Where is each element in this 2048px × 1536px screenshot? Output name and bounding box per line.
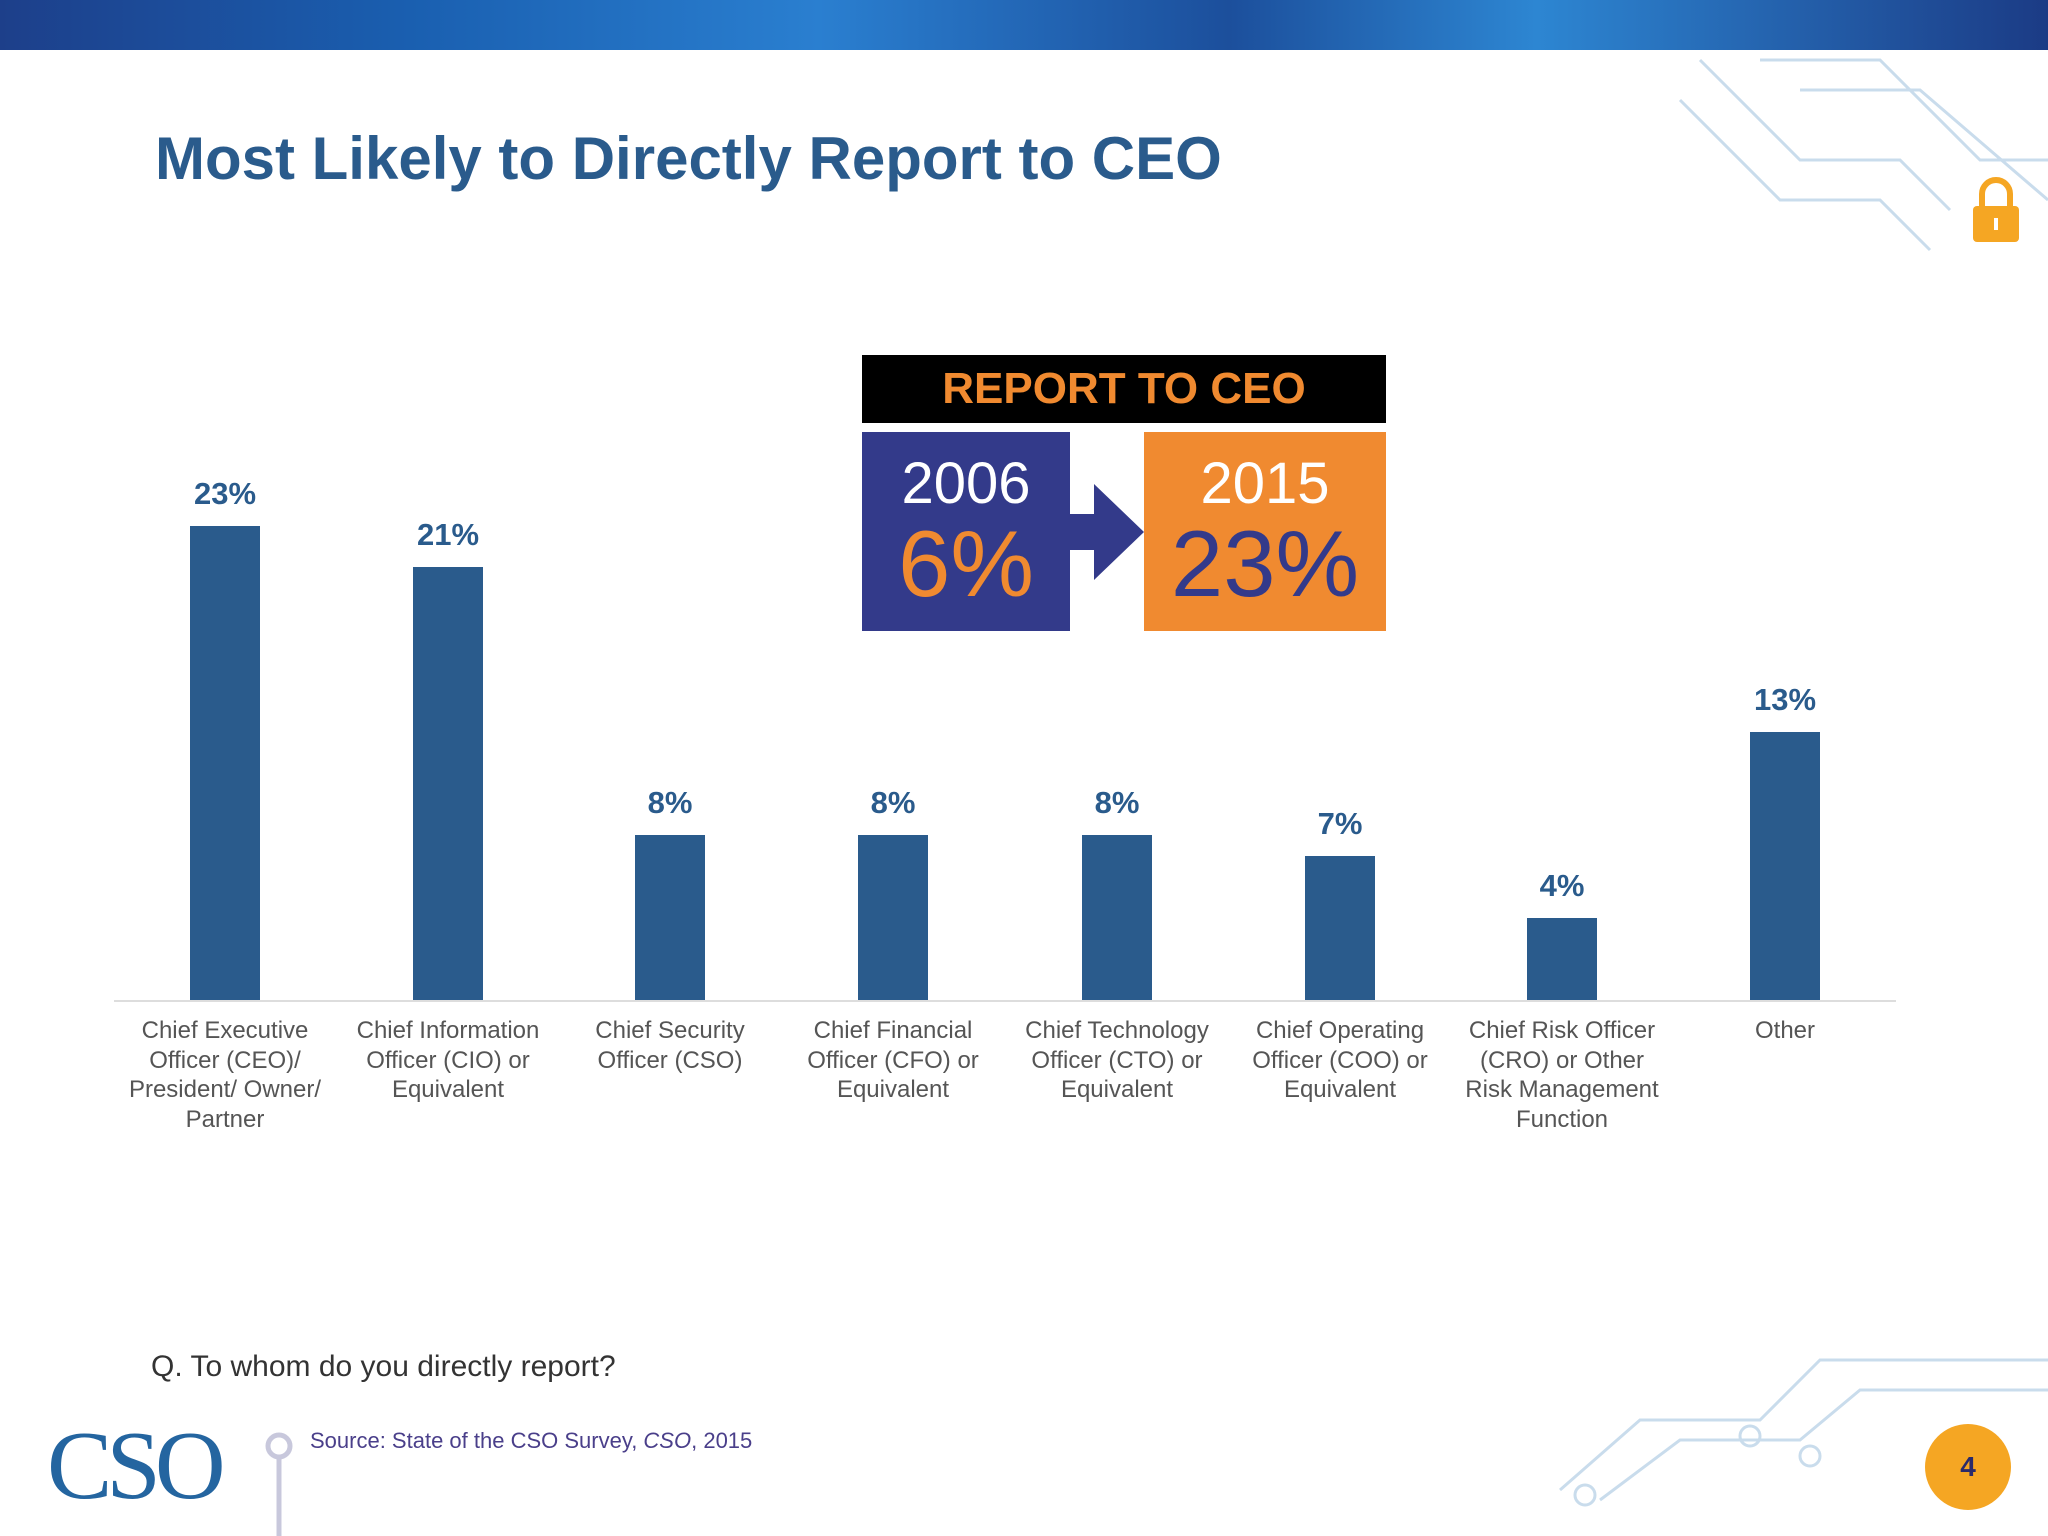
bar [1305,855,1375,1000]
inset-2006-year: 2006 [901,451,1031,516]
category-label-line: President/ Owner/ [128,1076,322,1103]
category-label-line: Chief Executive [141,1017,309,1044]
bar [1750,732,1820,1000]
category-label-line: Equivalent [1060,1076,1174,1103]
data-label: 8% [1094,785,1140,821]
arrow-right-icon [1070,484,1144,580]
inset-heading: REPORT TO CEO [862,355,1386,423]
inset-2006-value: 6% [898,511,1034,616]
category-label-line: Other [1754,1017,1816,1044]
category-label: Chief Operating Officer (COO) or Equivalen… [1229,1016,1451,1105]
category-label-line: Function [1515,1105,1609,1133]
category-label-line: Officer (CTO) or [1031,1046,1203,1074]
bar [190,526,260,1000]
source-note: Source: State of the CSO Survey, CSO, 20… [310,1428,752,1454]
inset-2015-box: 2015 23% [1144,432,1386,631]
source-publication: CSO [643,1428,692,1453]
survey-question: Q. To whom do you directly report? [151,1350,616,1383]
category-label-line: Officer (CIO) or [366,1046,530,1074]
category-label-line: Chief Risk Officer [1468,1017,1656,1044]
bar [858,835,928,1000]
category-label-line: Chief Technology [1025,1017,1209,1044]
data-label: 8% [870,785,916,821]
source-year: , 2015 [691,1428,753,1453]
source-text: Source: State of the CSO Survey, [310,1428,644,1453]
inset-2015-year: 2015 [1200,451,1330,516]
bar [413,567,483,1000]
category-label-line: Officer (CFO) or [807,1046,979,1074]
category-label: Other [1674,1016,1896,1046]
category-label-line: Officer (CEO)/ [149,1046,301,1074]
cso-logo: CSO [47,1412,226,1520]
x-axis-line [114,1000,1896,1002]
category-label: Chief Security Officer (CSO) [559,1016,781,1075]
category-label-line: Equivalent [1283,1076,1397,1103]
page-number: 4 [1925,1424,2011,1510]
inset-2015-value: 23% [1170,511,1360,616]
category-label-line: Partner [185,1105,265,1133]
category-label-line: Chief Security [595,1017,745,1044]
category-label: Chief Risk Officer (CRO) or Other Risk Man… [1451,1016,1673,1134]
category-label: Chief Financial Officer (CFO) or Equivalen… [782,1016,1004,1105]
category-label-line: Chief Financial [813,1017,973,1044]
category-label-line: Officer (CSO) [597,1046,743,1074]
data-label: 8% [647,785,693,821]
lock-icon [1973,177,2019,242]
bar [635,835,705,1000]
category-label: Chief Technology Officer (CTO) or Equivale… [1006,1016,1228,1105]
page-title: Most Likely to Directly Report to CEO [155,125,1222,192]
header-banner [0,0,2048,50]
inset-2006-box: 2006 6% [862,432,1070,631]
data-label: 23% [193,476,257,512]
category-label: Chief Executive Officer (CEO)/President/ … [114,1016,336,1134]
bar [1082,835,1152,1000]
data-label: 4% [1539,867,1585,903]
category-label-line: Risk Management [1465,1076,1659,1103]
data-label: 21% [416,517,480,553]
category-label: Chief Information Officer (CIO) or Equival… [337,1016,559,1105]
data-label: 13% [1753,682,1817,718]
category-label-line: Equivalent [836,1076,950,1103]
category-label-line: Chief Operating [1255,1017,1425,1044]
category-label-line: (CRO) or Other [1479,1046,1644,1074]
category-label-line: Chief Information [356,1017,540,1044]
category-label-line: Officer (COO) or [1252,1046,1428,1074]
bar [1527,917,1597,1000]
category-label-line: Equivalent [391,1076,505,1103]
data-label: 7% [1317,805,1363,841]
